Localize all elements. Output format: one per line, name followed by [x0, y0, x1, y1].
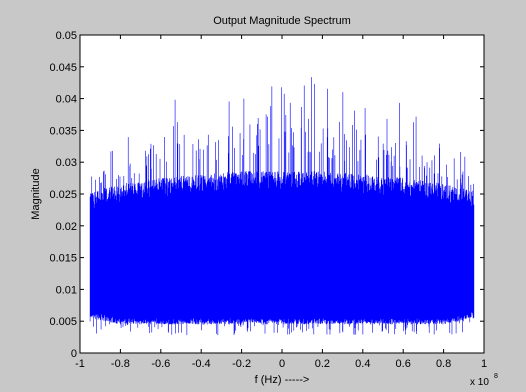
y-tick-label: 0.045: [49, 62, 77, 74]
y-tick-label: 0.01: [56, 284, 77, 296]
y-tick-label: 0.005: [49, 316, 77, 328]
y-tick-label: 0.035: [49, 125, 77, 137]
x-tick-label: -0.4: [192, 358, 211, 370]
x-axis-label: f (Hz) ----->: [255, 374, 310, 386]
x-axis-exponent-base: x 10: [470, 377, 489, 388]
x-tick-label: 1: [481, 358, 487, 370]
y-tick-label: 0.05: [56, 30, 77, 42]
y-tick-label: 0.025: [49, 189, 77, 201]
spectrum-series: [89, 77, 475, 336]
x-axis-exponent-power: 8: [494, 373, 498, 380]
spectrum-line: [89, 77, 475, 336]
x-tick-label: 0: [279, 358, 285, 370]
y-tick-label: 0.03: [56, 157, 77, 169]
y-tick-label: 0.02: [56, 221, 77, 233]
y-axis-label: Magnitude: [30, 168, 42, 219]
y-tick-label: 0: [71, 348, 77, 360]
x-tick-label: -0.6: [151, 358, 170, 370]
x-tick-label: 0.8: [436, 358, 451, 370]
x-tick-label: -0.2: [232, 358, 251, 370]
x-tick-label: -0.8: [111, 358, 130, 370]
x-tick-label: -1: [75, 358, 85, 370]
x-tick-label: 0.4: [355, 358, 370, 370]
x-tick-label: 0.2: [315, 358, 330, 370]
y-tick-label: 0.015: [49, 253, 77, 265]
chart-title: Output Magnitude Spectrum: [213, 15, 351, 27]
y-axis-ticks: 0 0.005 0.01 0.015 0.02 0.025 0.03 0.035 0.04 0.0…: [49, 30, 484, 360]
x-axis-ticks: -1 -0.8 -0.6 -0.4 -0.2 0 0.2 0.4 0.6 0.8 1: [75, 35, 487, 370]
y-tick-label: 0.04: [56, 94, 77, 106]
x-tick-label: 0.6: [396, 358, 411, 370]
